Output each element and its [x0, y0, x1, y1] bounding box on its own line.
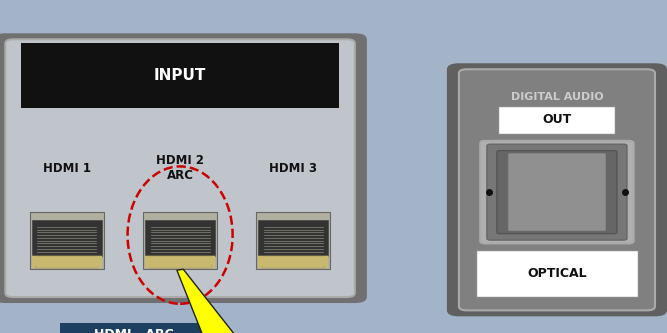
FancyBboxPatch shape — [508, 154, 606, 231]
Bar — [211, 256, 215, 268]
Bar — [476, 250, 638, 297]
Bar — [259, 256, 262, 268]
Polygon shape — [259, 256, 328, 268]
Text: HDMI 2
ARC: HDMI 2 ARC — [156, 154, 204, 182]
Text: HDMI 3: HDMI 3 — [269, 162, 317, 175]
Text: DIGITAL AUDIO: DIGITAL AUDIO — [511, 92, 603, 102]
FancyBboxPatch shape — [447, 63, 667, 316]
FancyBboxPatch shape — [480, 141, 634, 243]
Bar — [143, 212, 217, 269]
FancyBboxPatch shape — [497, 151, 617, 234]
FancyBboxPatch shape — [487, 144, 627, 240]
Bar — [32, 256, 35, 268]
Polygon shape — [177, 269, 238, 333]
Bar — [98, 256, 101, 268]
FancyBboxPatch shape — [459, 69, 655, 310]
Bar — [256, 212, 330, 269]
Bar — [259, 220, 328, 256]
Text: OPTICAL: OPTICAL — [527, 267, 587, 280]
Bar — [60, 323, 207, 333]
Bar — [30, 212, 103, 269]
Text: HDMI - ARC: HDMI - ARC — [93, 328, 173, 333]
Bar — [145, 220, 215, 256]
Bar — [498, 106, 616, 134]
Text: HDMI 1: HDMI 1 — [43, 162, 91, 175]
Text: INPUT: INPUT — [154, 68, 206, 83]
FancyBboxPatch shape — [0, 33, 367, 303]
Bar — [32, 220, 101, 256]
Text: OUT: OUT — [542, 113, 572, 127]
Bar — [325, 256, 328, 268]
Polygon shape — [145, 256, 215, 268]
Bar — [145, 256, 149, 268]
Bar — [21, 43, 339, 108]
FancyBboxPatch shape — [5, 39, 355, 297]
Polygon shape — [32, 256, 101, 268]
